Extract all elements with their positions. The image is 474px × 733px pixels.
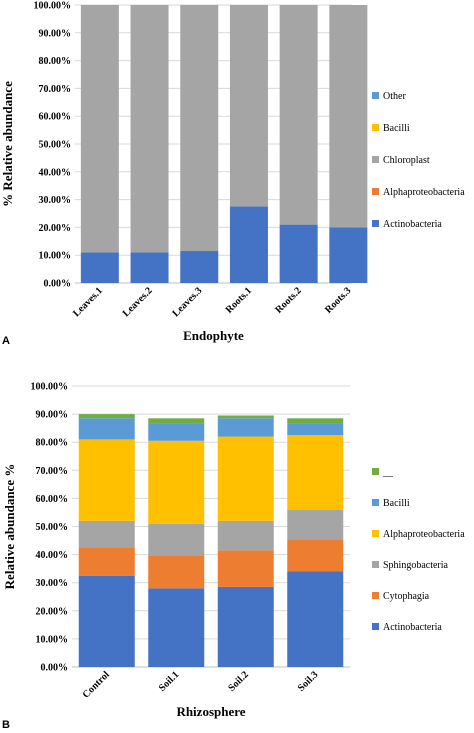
legend-label: __	[382, 467, 394, 478]
y-tick-label: 30.00%	[36, 578, 69, 589]
bar-segment	[148, 418, 205, 424]
bar-segment	[148, 423, 205, 441]
y-tick-label: 90.00%	[39, 28, 72, 39]
chart-panel-2: 0.00% 10.00% 20.00% 30.00% 40.00% 50.00% 60.00…	[2, 382, 465, 720]
x-tick-label: Soil.1	[157, 669, 181, 693]
bar-segment	[279, 224, 318, 283]
bar-segment	[148, 556, 205, 589]
legend-swatch	[372, 499, 379, 506]
y-tick-label: 50.00%	[39, 140, 72, 151]
legend-swatch	[372, 188, 379, 195]
bar-segment	[287, 418, 344, 424]
bar-segment	[287, 539, 344, 572]
bar-segment	[329, 5, 368, 228]
bar-segment	[80, 5, 119, 253]
bar-segment	[287, 435, 344, 510]
legend-swatch	[372, 468, 379, 475]
legend-swatch	[372, 530, 379, 537]
bar-segment	[78, 439, 135, 521]
x-axis-title: Rhizosphere	[176, 704, 245, 719]
y-axis-title: Relative abundance %	[2, 464, 17, 590]
y-tick-label: 20.00%	[39, 223, 72, 234]
x-tick-label: Soil.2	[226, 669, 250, 693]
x-tick-label: Leaves.1	[71, 285, 105, 319]
legend-label: Sphingobacteria	[383, 560, 449, 571]
y-tick-label: 10.00%	[39, 251, 72, 262]
y-axis-title: % Relative abundance	[0, 81, 15, 207]
bar-segment	[217, 550, 274, 587]
legend-label: Other	[383, 91, 406, 102]
y-tick-label: 60.00%	[39, 112, 72, 123]
y-tick-label: 20.00%	[36, 606, 69, 617]
bar-segment	[78, 547, 135, 576]
y-tick-label: 40.00%	[36, 550, 69, 561]
bar-segment	[148, 440, 205, 524]
legend-label: Chloroplast	[383, 155, 430, 166]
legend-swatch	[372, 592, 379, 599]
legend-label: Actinobacteria	[383, 219, 442, 230]
legend-label: Actinobacteria	[383, 622, 442, 633]
y-tick-label: 70.00%	[39, 84, 72, 95]
legend-label: Bacilli	[383, 123, 410, 134]
legend-swatch	[372, 92, 379, 99]
bar-segment	[217, 520, 274, 551]
y-tick-label: 0.00%	[44, 279, 72, 290]
legend-label: Alphaproteobacteria	[383, 187, 465, 198]
bar-segment	[217, 415, 274, 419]
bar-segment	[287, 509, 344, 540]
panel-label-b: B	[2, 719, 10, 731]
bar-segment	[148, 588, 205, 667]
bar-segment	[329, 227, 368, 283]
bar-segment	[217, 436, 274, 521]
bar-segment	[78, 575, 135, 667]
legend-swatch	[372, 156, 379, 163]
y-tick-label: 90.00%	[36, 410, 69, 421]
bar-segment	[130, 252, 169, 283]
x-tick-label: Soil.3	[296, 669, 320, 693]
legend-swatch	[372, 124, 379, 131]
bar-segment	[78, 414, 135, 419]
y-tick-label: 70.00%	[36, 466, 69, 477]
x-tick-label: Control	[81, 669, 112, 700]
y-tick-label: 60.00%	[36, 494, 69, 505]
y-tick-label: 100.00%	[34, 1, 72, 12]
bar-segment	[148, 523, 205, 557]
y-tick-label: 80.00%	[36, 438, 69, 449]
bar-segment	[180, 251, 219, 283]
x-tick-label: Roots.2	[273, 285, 303, 315]
bar-segment	[279, 5, 318, 225]
legend-label: Alphaproteobacteria	[383, 529, 465, 540]
legend-label: Cytophagia	[383, 591, 430, 602]
bar-segment	[217, 586, 274, 667]
y-tick-label: 100.00%	[31, 382, 69, 393]
bar-segment	[130, 5, 169, 253]
legend-swatch	[372, 561, 379, 568]
legend-swatch	[372, 623, 379, 630]
bar-segment	[180, 5, 219, 252]
bar-segment	[217, 418, 274, 437]
bar-segment	[78, 418, 135, 440]
y-tick-label: 0.00%	[41, 663, 69, 674]
x-tick-label: Leaves.2	[121, 285, 155, 319]
y-tick-label: 50.00%	[36, 522, 69, 533]
bar-segment	[78, 520, 135, 548]
bar-segment	[229, 5, 268, 207]
bar-segment	[287, 571, 344, 667]
chart-panel-1: 0.00% 10.00% 20.00% 30.00% 40.00% 50.00% 60.00…	[0, 1, 465, 344]
x-tick-label: Roots.3	[323, 285, 353, 315]
legend-label: Bacilli	[383, 498, 410, 509]
x-axis-title: Endophyte	[183, 328, 244, 343]
bar-segment	[80, 252, 119, 283]
bar-segment	[287, 423, 344, 436]
x-tick-label: Leaves.3	[170, 285, 204, 319]
y-tick-label: 80.00%	[39, 56, 72, 67]
legend-swatch	[372, 220, 379, 227]
x-tick-label: Roots.1	[224, 285, 254, 315]
bar-segment	[229, 206, 268, 283]
panel-label-a: A	[2, 335, 10, 347]
y-tick-label: 30.00%	[39, 195, 72, 206]
y-tick-label: 40.00%	[39, 167, 72, 178]
y-tick-label: 10.00%	[36, 634, 69, 645]
